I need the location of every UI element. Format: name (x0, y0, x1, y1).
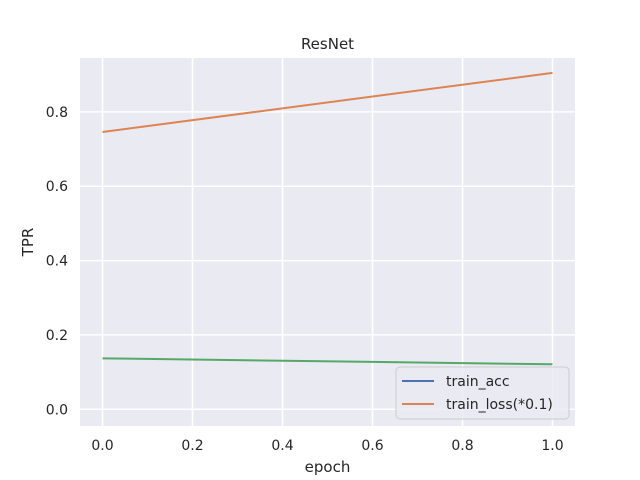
y-tick-label: 0.4 (46, 254, 68, 270)
series-line-1 (102, 71, 553, 133)
plot-background (80, 58, 575, 426)
chart-title: ResNet (301, 35, 354, 53)
y-tick-label: 0.0 (46, 402, 68, 418)
x-tick-label: 0.4 (271, 438, 293, 454)
series-line-0 (102, 357, 553, 366)
x-axis-label: epoch (305, 458, 351, 476)
x-tick-label: 1.0 (541, 438, 563, 454)
x-tick-labels: 0.0 0.2 0.4 0.6 0.8 1.0 (91, 438, 563, 454)
x-tick-label: 0.8 (451, 438, 473, 454)
y-tick-labels: 0.0 0.2 0.4 0.6 0.8 (46, 105, 68, 418)
legend-label-train-loss: train_loss(*0.1) (446, 397, 553, 413)
x-tick-label: 0.2 (181, 438, 203, 454)
y-tick-label: 0.6 (46, 179, 68, 195)
y-tick-label: 0.8 (46, 105, 68, 121)
grid (80, 58, 575, 426)
legend-label-train-acc: train_acc (446, 374, 510, 390)
legend: train_acc train_loss(*0.1) (395, 366, 570, 420)
series-lines (102, 71, 553, 366)
x-tick-label: 0.0 (91, 438, 113, 454)
y-tick-label: 0.2 (46, 328, 68, 344)
y-axis-label: TPR (19, 228, 37, 258)
legend-box (395, 366, 570, 420)
x-tick-label: 0.6 (361, 438, 383, 454)
